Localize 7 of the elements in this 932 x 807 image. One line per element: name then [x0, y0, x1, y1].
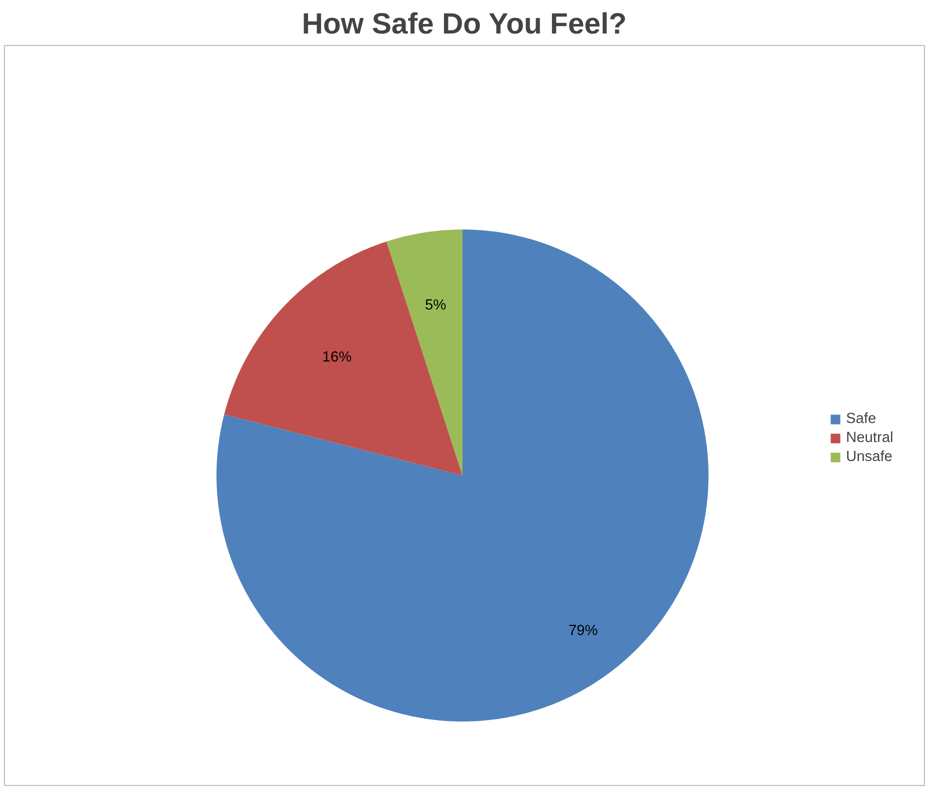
legend-label: Neutral [846, 430, 894, 446]
data-label: 16% [322, 350, 352, 366]
data-label: 5% [424, 297, 446, 314]
data-label: 79% [568, 623, 598, 640]
legend-label: Safe [846, 411, 876, 427]
legend-label: Unsafe [846, 449, 892, 465]
chart-title: How Safe Do You Feel? [302, 8, 627, 40]
